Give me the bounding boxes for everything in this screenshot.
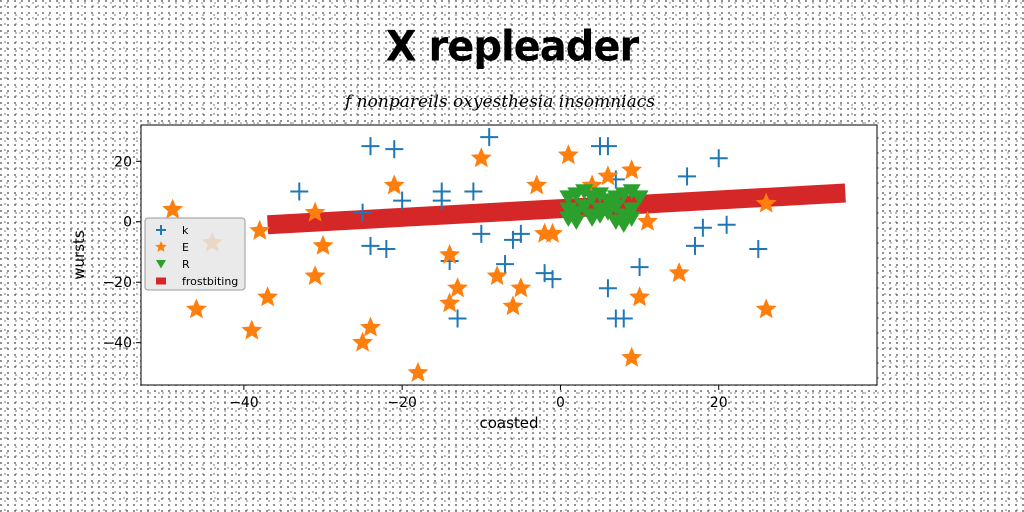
- point-k: [353, 203, 372, 222]
- point-k: [678, 167, 697, 186]
- point-E: [304, 201, 326, 222]
- point-R: [575, 199, 594, 215]
- y-tick-label: −20: [102, 275, 132, 291]
- point-k: [448, 309, 467, 328]
- point-E: [755, 298, 777, 319]
- x-tick-label: 20: [710, 395, 728, 411]
- point-k: [717, 215, 736, 234]
- point-k: [290, 182, 309, 201]
- point-E: [439, 244, 461, 264]
- point-E: [447, 277, 468, 298]
- point-E: [534, 222, 556, 243]
- y-tick-label: 20: [114, 154, 132, 170]
- point-E: [312, 234, 334, 255]
- point-E: [486, 265, 508, 286]
- point-k: [749, 239, 768, 258]
- point-k: [432, 191, 451, 210]
- point-R: [622, 211, 641, 227]
- y-tick-label: −40: [102, 336, 132, 352]
- y-axis-label: wursts: [70, 230, 88, 280]
- point-E: [621, 159, 643, 180]
- point-k: [543, 270, 562, 289]
- y-tick-label: 0: [123, 215, 132, 231]
- point-E: [162, 198, 184, 219]
- point-E: [629, 286, 650, 307]
- point-E: [185, 298, 207, 319]
- axis-ticks: −40 −20 0 20 −40 −20 0 20: [102, 154, 727, 411]
- point-k: [685, 236, 704, 255]
- point-E: [407, 361, 429, 382]
- point-R: [630, 190, 649, 206]
- x-tick-label: 0: [556, 395, 565, 411]
- point-E: [257, 286, 279, 307]
- point-k: [693, 218, 712, 237]
- point-E: [352, 331, 374, 352]
- chart-subtitle: f nonpareils oxyesthesia insomniacs: [344, 92, 656, 112]
- point-E: [502, 295, 524, 316]
- point-k: [361, 236, 380, 255]
- point-E: [597, 165, 619, 186]
- x-tick-label: −40: [229, 395, 259, 411]
- point-k: [480, 128, 499, 147]
- point-E: [755, 192, 777, 213]
- point-k: [709, 149, 728, 168]
- legend-box: [144, 217, 246, 291]
- point-R: [614, 217, 633, 233]
- point-E: [557, 144, 579, 165]
- point-k: [598, 279, 617, 298]
- point-E: [542, 222, 563, 243]
- legend-label: k: [182, 224, 189, 237]
- point-E: [637, 210, 658, 231]
- point-R: [567, 214, 586, 230]
- x-tick-label: −20: [387, 395, 417, 411]
- legend-label: R: [182, 258, 190, 271]
- point-k: [393, 191, 412, 210]
- point-E: [526, 174, 548, 195]
- plot-area: [140, 124, 878, 386]
- point-E: [360, 316, 381, 337]
- point-E: [439, 292, 461, 313]
- chart-title: X repleader: [385, 22, 640, 72]
- point-E: [621, 346, 643, 367]
- point-k: [614, 309, 633, 328]
- x-axis-label: coasted: [479, 414, 538, 432]
- legend-marker-k: [156, 225, 166, 235]
- data-marks: [162, 128, 846, 382]
- point-R: [606, 199, 625, 215]
- point-R: [591, 208, 610, 224]
- legend-marker-frostbiting: [156, 277, 166, 285]
- legend-label: E: [182, 241, 189, 254]
- point-E: [249, 219, 271, 240]
- point-E: [383, 174, 405, 195]
- point-k: [361, 137, 380, 156]
- point-k: [464, 182, 483, 201]
- point-E: [470, 147, 492, 168]
- point-E: [304, 265, 326, 286]
- point-k: [472, 224, 491, 243]
- point-E: [510, 277, 532, 298]
- point-R: [622, 202, 641, 218]
- legend-marker-R: [156, 260, 166, 269]
- point-k: [385, 140, 404, 159]
- point-E: [241, 319, 263, 340]
- point-k: [496, 255, 515, 274]
- point-k: [630, 258, 649, 277]
- legend-label: frostbiting: [182, 275, 238, 288]
- line-frostbiting: [267, 183, 846, 235]
- point-k: [598, 137, 617, 156]
- point-E: [668, 262, 690, 282]
- legend-marker-E: [155, 241, 167, 252]
- point-k: [511, 224, 530, 243]
- point-k: [377, 239, 396, 258]
